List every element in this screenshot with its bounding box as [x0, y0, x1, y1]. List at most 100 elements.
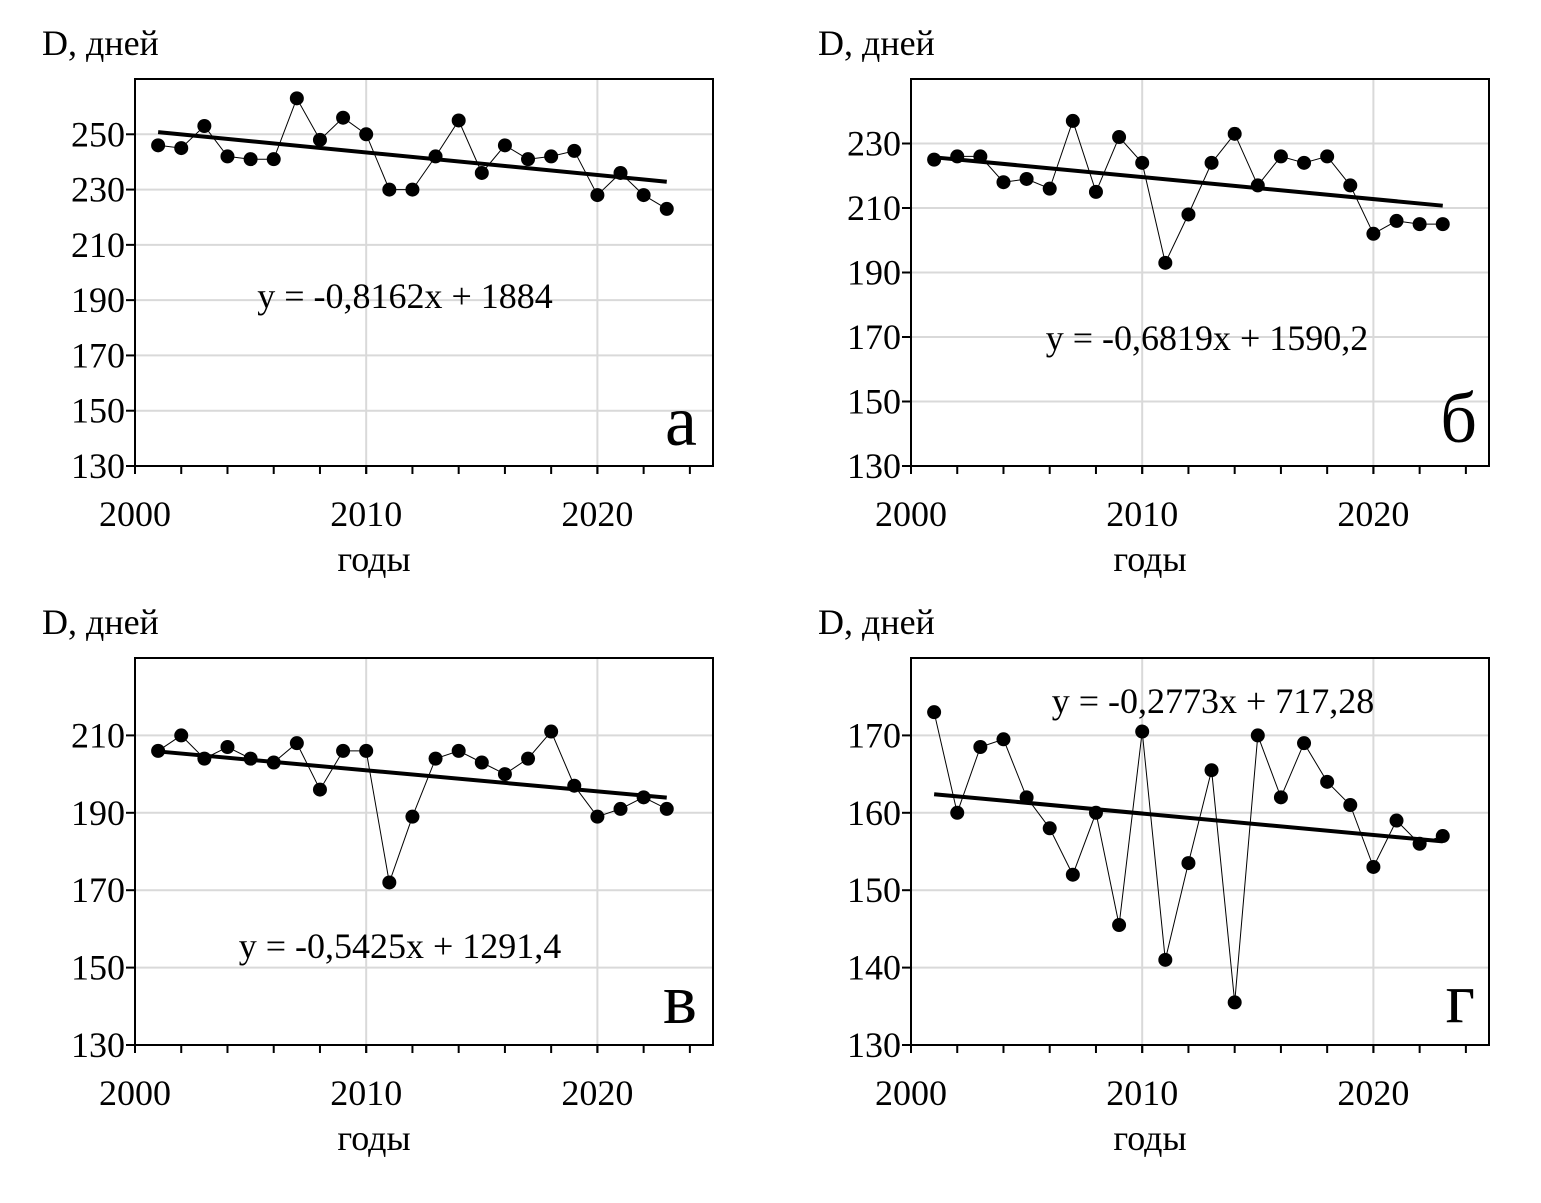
data-point: [1181, 856, 1196, 871]
data-point: [1112, 918, 1127, 933]
data-point: [289, 736, 304, 751]
data-point: [567, 778, 582, 793]
data-point: [1273, 790, 1288, 805]
y-tick-label: 170: [847, 715, 901, 755]
data-point: [927, 705, 942, 720]
data-point: [451, 113, 466, 128]
data-point: [1320, 149, 1335, 164]
data-point: [174, 728, 189, 743]
data-point: [544, 149, 559, 164]
y-tick-label: 170: [71, 335, 125, 375]
data-point: [428, 149, 443, 164]
series-line: [157, 730, 668, 885]
data-point: [266, 152, 281, 167]
plot-frame: [134, 78, 714, 467]
chart-panel-а: 2000 2010 2020 130 150 170 190 210 230 250 D, дней…: [42, 23, 714, 579]
y-tick-label: 130: [847, 446, 901, 486]
x-axis-title: годы: [337, 539, 410, 579]
data-point: [636, 790, 651, 805]
y-tick-label: 130: [71, 446, 125, 486]
data-point: [521, 152, 536, 167]
data-point: [1204, 155, 1219, 170]
data-point: [359, 127, 374, 142]
y-tick-label: 230: [847, 124, 901, 164]
data-point: [1227, 126, 1242, 141]
x-tick-label: 2010: [1106, 1073, 1178, 1113]
y-tick-label: 170: [847, 317, 901, 357]
data-point: [973, 740, 988, 755]
data-point: [567, 143, 582, 158]
chart-panel-г: 2000 2010 2020 130 140 150 160 170 D, дней годы y …: [818, 602, 1490, 1158]
x-tick-label: 2000: [99, 494, 171, 534]
x-tick-label: 2000: [875, 494, 947, 534]
x-tick-label: 2020: [561, 494, 633, 534]
data-point: [451, 743, 466, 758]
data-point: [1412, 836, 1427, 851]
y-axis-title: D, дней: [818, 602, 935, 642]
data-point: [544, 724, 559, 739]
data-point: [197, 751, 212, 766]
data-point: [613, 801, 628, 816]
data-point: [1343, 178, 1358, 193]
panel-letter: г: [1445, 958, 1475, 1038]
y-tick-label: 210: [71, 715, 125, 755]
data-point: [973, 149, 988, 164]
data-point: [636, 188, 651, 203]
data-point: [382, 182, 397, 197]
data-point: [220, 149, 235, 164]
trend-equation: y = -0,2773x + 717,28: [1052, 681, 1375, 721]
y-tick-label: 250: [71, 114, 125, 154]
data-point: [590, 188, 605, 203]
data-point: [521, 751, 536, 766]
x-tick-label: 2010: [1106, 494, 1178, 534]
data-point: [243, 152, 258, 167]
data-point: [1389, 213, 1404, 228]
data-point: [950, 805, 965, 820]
data-point: [497, 138, 512, 153]
series-line: [934, 119, 1443, 265]
data-point: [1343, 798, 1358, 813]
data-point: [1435, 829, 1450, 844]
data-point: [1389, 813, 1404, 828]
data-point: [474, 755, 489, 770]
data-point: [197, 118, 212, 133]
y-tick-label: 190: [847, 253, 901, 293]
trend-equation: y = -0,8162x + 1884: [257, 276, 553, 316]
data-point: [1204, 763, 1219, 778]
data-point: [474, 165, 489, 180]
x-tick-label: 2020: [1337, 1073, 1409, 1113]
data-point: [613, 165, 628, 180]
x-axis-title: годы: [1113, 1118, 1186, 1158]
data-point: [1088, 805, 1103, 820]
data-point: [1181, 207, 1196, 222]
plot-frame: [910, 657, 1490, 1046]
data-point: [1412, 217, 1427, 232]
data-point: [1297, 736, 1312, 751]
data-point: [174, 141, 189, 156]
data-point: [1135, 724, 1150, 739]
data-point: [266, 755, 281, 770]
data-point: [1366, 226, 1381, 241]
data-point: [1273, 149, 1288, 164]
data-point: [220, 740, 235, 755]
y-tick-label: 150: [71, 391, 125, 431]
trend-line: [157, 130, 667, 184]
data-point: [1042, 821, 1057, 836]
trend-equation: y = -0,6819x + 1590,2: [1046, 318, 1369, 358]
plot-frame: [134, 657, 714, 1046]
data-point: [927, 152, 942, 167]
chart-panel-б: 2000 2010 2020 130 150 170 190 210 230 D, дней год…: [818, 23, 1490, 579]
chart-panel-в: 2000 2010 2020 130 150 170 190 210 D, дней годы y …: [42, 602, 714, 1158]
x-tick-label: 2000: [99, 1073, 171, 1113]
data-point: [382, 875, 397, 890]
data-point: [312, 782, 327, 797]
data-point: [996, 732, 1011, 747]
data-point: [1320, 774, 1335, 789]
data-point: [151, 743, 166, 758]
x-tick-label: 2020: [1337, 494, 1409, 534]
y-axis-title: D, дней: [42, 602, 159, 642]
data-point: [243, 751, 258, 766]
y-tick-label: 170: [71, 870, 125, 910]
data-point: [312, 132, 327, 147]
x-axis-title: годы: [337, 1118, 410, 1158]
